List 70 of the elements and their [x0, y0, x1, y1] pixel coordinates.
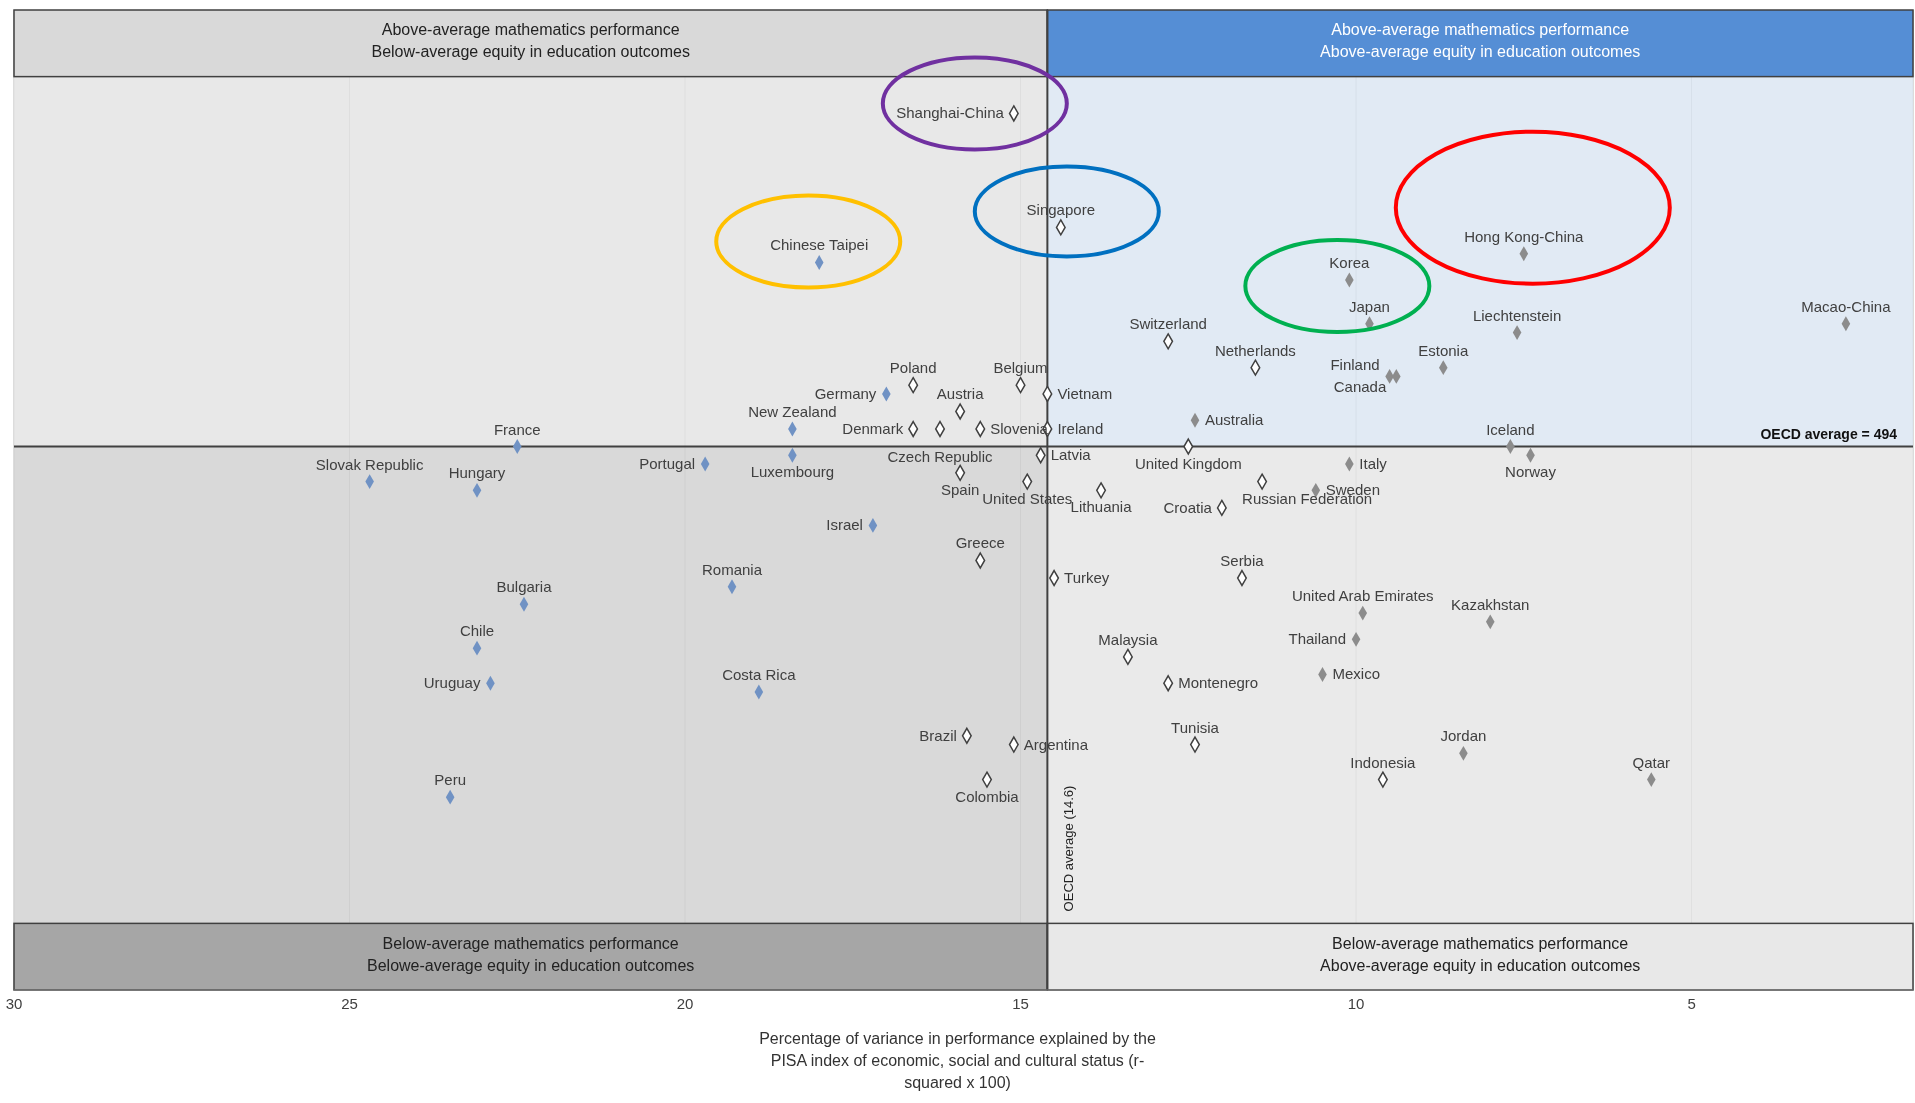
- x-tick-label: 30: [5, 994, 23, 1012]
- text: Above-average mathematics performance Above-average equity in education outcomes: [1320, 21, 1641, 61]
- text: Above-average mathematics performance Below-average equity in education outcomes: [371, 21, 690, 61]
- annotation: Netherlands: [1214, 341, 1296, 359]
- annotation: Peru: [434, 771, 467, 789]
- annotation: France: [493, 420, 541, 438]
- annotation: Denmark: [842, 420, 904, 437]
- annotation: Kazakhstan: [1451, 595, 1530, 613]
- annotation: Colombia: [955, 787, 1020, 805]
- annotation: Brazil: [919, 726, 957, 744]
- x-tick-label: 20: [676, 994, 694, 1012]
- annotation: Shanghai-China: [896, 104, 1005, 122]
- annotation: Tunisia: [1171, 718, 1220, 736]
- annotation: Finland: [1330, 356, 1380, 374]
- annotation: Slovak Republic: [315, 455, 424, 473]
- x-tick-label: 5: [1687, 994, 1696, 1012]
- annotation: Croatia: [1163, 498, 1213, 516]
- annotation: Mexico: [1332, 665, 1381, 683]
- ref-line-label: OECD average (14.6): [1061, 785, 1077, 912]
- annotation: Qatar: [1632, 753, 1671, 771]
- annotation: Chinese Taipei: [770, 236, 869, 254]
- annotation: New Zealand: [748, 403, 837, 420]
- annotation: Estonia: [1418, 341, 1469, 359]
- annotation: Israel: [826, 516, 863, 534]
- annotation: Thailand: [1288, 630, 1347, 648]
- annotation: Below-average mathematics performance Above-average equity in education outcomes: [1320, 934, 1641, 974]
- annotation: Montenegro: [1178, 674, 1259, 692]
- annotation: Indonesia: [1350, 753, 1417, 771]
- annotation: Turkey: [1064, 569, 1110, 587]
- annotation: Uruguay: [423, 674, 481, 692]
- annotation: Greece: [955, 534, 1005, 552]
- annotation: Chile: [459, 622, 495, 640]
- annotation: Czech Republic: [887, 448, 994, 465]
- x-tick-label: 15: [1012, 994, 1029, 1012]
- annotation: Malaysia: [1098, 630, 1159, 648]
- annotation: United Arab Emirates: [1291, 587, 1434, 605]
- annotation: Romania: [701, 560, 763, 578]
- annotation: Canada: [1333, 378, 1387, 396]
- annotation: Latvia: [1050, 446, 1092, 464]
- annotation: Norway: [1505, 463, 1557, 481]
- annotation: Italy: [1359, 455, 1388, 473]
- annotation: Liechtenstein: [1472, 306, 1562, 324]
- annotation: Japan: [1349, 297, 1390, 315]
- annotation: Serbia: [1220, 552, 1265, 570]
- annotation: Portugal: [639, 455, 696, 473]
- annotation: Jordan: [1440, 727, 1487, 745]
- annotation: Hungary: [448, 464, 506, 482]
- point: [1189, 736, 1201, 753]
- annotation: Ireland: [1057, 420, 1104, 437]
- annotation: Australia: [1205, 411, 1265, 429]
- annotation: Below-average mathematics performance Belowe-average equity in education outcomes: [367, 934, 695, 974]
- x-axis-title: Percentage of variance in performance explained by the PISA index of economic, social and cultural status (r-squared x 100): [758, 1029, 1157, 1093]
- annotation: Germany: [814, 384, 877, 402]
- annotation: Macao-China: [1801, 297, 1892, 315]
- point: [981, 771, 993, 788]
- annotation: Iceland: [1486, 420, 1535, 438]
- annotation: Poland: [889, 359, 937, 377]
- annotation: Vietnam: [1057, 384, 1113, 402]
- annotation: Hong Kong-China: [1464, 227, 1585, 245]
- annotation: Korea: [1329, 253, 1371, 271]
- annotation: OECD average = 494: [1760, 425, 1898, 442]
- annotation: Switzerland: [1129, 315, 1207, 333]
- annotation: United Kingdom: [1134, 454, 1242, 472]
- annotation: Spain: [940, 480, 980, 498]
- x-tick-label: 10: [1347, 994, 1365, 1012]
- annotation: Austria: [936, 385, 985, 403]
- annotation: Luxembourg: [750, 463, 835, 481]
- x-tick-label: 25: [341, 994, 358, 1012]
- annotation: Bulgaria: [496, 578, 553, 596]
- annotation: Costa Rica: [722, 665, 797, 683]
